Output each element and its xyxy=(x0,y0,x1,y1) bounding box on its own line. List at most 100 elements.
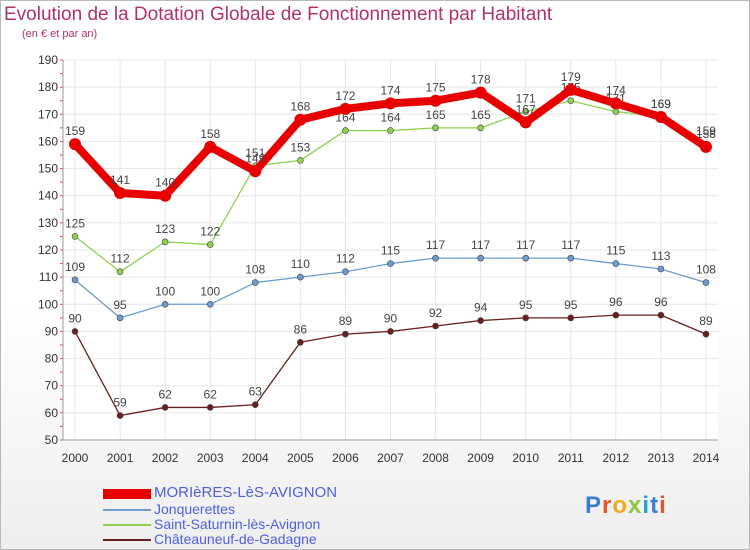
data-point xyxy=(699,140,712,153)
x-tick-label: 2001 xyxy=(107,451,134,465)
data-label: 175 xyxy=(426,81,446,95)
data-label: 62 xyxy=(158,387,172,401)
x-tick-label: 2013 xyxy=(648,451,675,465)
proxiti-logo: Proxiti xyxy=(585,492,667,520)
data-label: 151 xyxy=(245,146,265,160)
data-point xyxy=(609,97,622,110)
data-point xyxy=(159,189,172,202)
data-point xyxy=(161,238,169,246)
data-point xyxy=(387,328,394,335)
chart-subtitle: (en € et par an) xyxy=(22,28,98,40)
y-tick-label: 120 xyxy=(38,243,58,257)
data-label: 110 xyxy=(291,257,310,271)
data-label: 90 xyxy=(384,311,398,325)
data-label: 96 xyxy=(609,295,623,309)
data-point xyxy=(612,311,620,319)
data-label: 178 xyxy=(471,73,491,87)
data-label: 165 xyxy=(471,108,491,122)
data-point xyxy=(567,97,575,105)
data-label: 115 xyxy=(381,244,400,258)
data-label: 117 xyxy=(561,238,580,252)
legend-label: MORIèRES-LèS-AVIGNON xyxy=(154,484,338,501)
data-point xyxy=(116,412,124,419)
y-tick-label: 100 xyxy=(38,297,58,311)
logo-letter: o xyxy=(612,492,629,519)
data-label: 123 xyxy=(155,222,175,236)
data-label: 95 xyxy=(519,298,533,312)
data-point xyxy=(161,300,169,308)
x-tick-label: 2014 xyxy=(693,451,720,465)
x-tick-label: 2010 xyxy=(512,451,539,465)
data-label: 112 xyxy=(336,252,355,266)
data-label: 165 xyxy=(426,108,446,122)
data-point xyxy=(564,83,577,96)
data-point xyxy=(474,86,487,99)
data-point xyxy=(567,254,575,262)
data-label: 94 xyxy=(474,301,488,315)
data-label: 92 xyxy=(429,306,443,320)
data-point xyxy=(294,113,307,126)
data-point xyxy=(387,127,394,134)
data-point xyxy=(71,276,79,284)
data-point xyxy=(297,157,304,164)
logo-letter: r xyxy=(602,492,613,519)
data-label: 62 xyxy=(204,387,218,401)
y-tick-label: 140 xyxy=(38,189,58,203)
data-point xyxy=(432,254,439,262)
data-point xyxy=(116,314,124,322)
y-tick-label: 50 xyxy=(45,433,59,447)
data-label: 122 xyxy=(200,225,220,239)
x-tick-label: 2003 xyxy=(197,451,224,465)
data-point xyxy=(432,124,439,132)
data-label: 168 xyxy=(290,100,310,114)
data-point xyxy=(297,338,304,346)
x-tick-label: 2000 xyxy=(62,451,89,465)
data-label: 90 xyxy=(68,311,82,325)
data-label: 108 xyxy=(696,263,716,277)
data-label: 117 xyxy=(516,238,535,252)
data-label: 109 xyxy=(65,260,85,274)
y-tick-label: 60 xyxy=(45,406,59,420)
y-tick-label: 190 xyxy=(38,53,58,67)
legend-label: Jonquerettes xyxy=(154,501,235,517)
x-tick-label: 2007 xyxy=(377,451,404,465)
data-label: 117 xyxy=(426,238,445,252)
data-label: 179 xyxy=(561,70,581,84)
data-label: 63 xyxy=(249,385,263,399)
data-label: 169 xyxy=(651,97,671,111)
data-point xyxy=(477,254,484,262)
data-label: 59 xyxy=(113,396,127,410)
y-tick-label: 70 xyxy=(45,379,59,393)
x-tick-label: 2005 xyxy=(287,451,314,465)
data-label: 167 xyxy=(516,102,536,116)
data-point xyxy=(249,165,262,178)
legend-swatch xyxy=(103,489,151,499)
data-label: 96 xyxy=(654,295,668,309)
data-point xyxy=(251,279,259,286)
legend-swatch xyxy=(103,524,151,526)
data-point xyxy=(71,328,79,335)
logo-letter: i xyxy=(659,492,667,519)
data-point xyxy=(204,140,217,153)
data-point xyxy=(654,111,667,123)
legend-label: Saint-Saturnin-lès-Avignon xyxy=(154,516,321,532)
chart-title: Evolution de la Dotation Globale de Fonc… xyxy=(4,4,553,25)
data-label: 158 xyxy=(200,127,220,141)
data-point xyxy=(477,124,484,132)
data-label: 95 xyxy=(113,298,127,312)
data-point xyxy=(342,268,349,276)
data-label: 159 xyxy=(696,124,716,138)
x-tick-label: 2009 xyxy=(467,451,494,465)
data-label: 159 xyxy=(65,124,85,138)
y-tick-label: 90 xyxy=(45,324,59,338)
logo-letter: P xyxy=(585,492,603,519)
data-point xyxy=(69,138,81,151)
data-point xyxy=(114,187,127,199)
x-tick-label: 2008 xyxy=(422,451,449,465)
y-tick-label: 180 xyxy=(38,80,58,94)
data-point xyxy=(522,314,530,322)
data-label: 174 xyxy=(380,83,400,97)
legend-swatch xyxy=(103,509,151,511)
x-tick-label: 2004 xyxy=(242,451,269,465)
data-label: 86 xyxy=(294,322,308,336)
